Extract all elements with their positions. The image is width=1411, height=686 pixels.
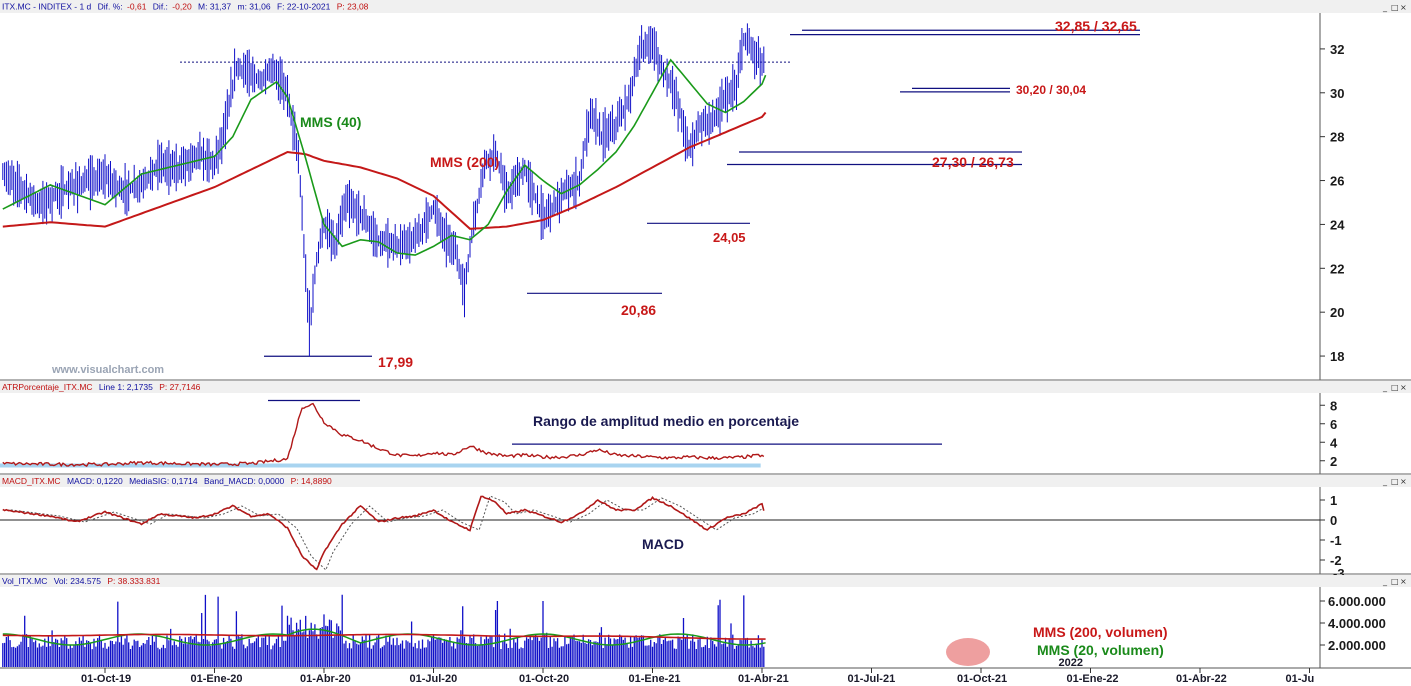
level-label: 30,20 / 30,04 — [1016, 83, 1086, 97]
atr-pane[interactable]: ATRPorcentaje_ITX.MC Line 1: 2,1735 P: 2… — [0, 381, 1411, 475]
price-y-tick-label: 24 — [1330, 217, 1345, 232]
macd-minimize-button[interactable]: _ — [1382, 477, 1388, 486]
macd-window-buttons[interactable]: _ □ × — [1382, 477, 1407, 486]
x-axis: 01-Oct-19 01-Ene-20 01-Abr-20 01-Jul-20 01-O… — [81, 657, 1314, 685]
atr-y-tick-label: 2 — [1330, 454, 1337, 469]
atr-y-tick-label: 6 — [1330, 417, 1337, 432]
x-tick-label: 01-Ju — [1286, 673, 1315, 685]
macd-pane[interactable]: MACD_ITX.MC MACD: 0,1220 MediaSIG: 0,171… — [0, 475, 1411, 581]
level-label: 32,85 / 32,65 — [1055, 18, 1137, 34]
macd-y-axis: 1 0 -1 -2-3 — [1320, 493, 1345, 581]
x-tick-label: 01-Jul-20 — [410, 673, 458, 685]
macd-y-tick-label: -2 — [1330, 553, 1342, 568]
x-tick-label: 01-Ene-21 — [629, 673, 681, 685]
atr-y-axis: 2 4 6 8 — [1320, 398, 1338, 469]
vol-header-bar — [0, 575, 1411, 587]
atr-header-bar — [0, 381, 1411, 393]
atr-header-text: ATRPorcentaje_ITX.MC Line 1: 2,1735 P: 2… — [2, 382, 201, 392]
price-maximize-button[interactable]: □ — [1391, 3, 1399, 12]
x-tick-label: 01-Abr-21 — [738, 673, 789, 685]
mms200-line — [2, 111, 767, 230]
price-close-button[interactable]: × — [1400, 3, 1407, 12]
price-minimize-button[interactable]: _ — [1382, 3, 1388, 12]
atr-line — [2, 402, 765, 468]
atr-window-buttons[interactable]: _ □ × — [1382, 383, 1407, 392]
level-label: 20,86 — [621, 302, 656, 318]
mms40-line — [2, 58, 767, 256]
x-tick-label: 01-Ene-20 — [191, 673, 243, 685]
vol-mms200-label: MMS (200, volumen) — [1033, 624, 1168, 640]
vol-window-buttons[interactable]: _ □ × — [1382, 577, 1407, 586]
macd-y-tick-label: -1 — [1330, 533, 1342, 548]
price-pane[interactable]: ITX.MC - INDITEX - 1 d Dif. %: -0,61 Dif… — [0, 0, 1411, 381]
price-y-tick-label: 28 — [1330, 130, 1344, 145]
x-tick-label: 01-Abr-20 — [300, 673, 351, 685]
macd-y-tick-label: 0 — [1330, 513, 1337, 528]
price-plot: MMS (40) MMS (200) — [2, 23, 767, 357]
volume-bars — [2, 594, 765, 667]
macd-annotation: MACD — [642, 536, 684, 552]
price-y-tick-label: 18 — [1330, 349, 1344, 364]
vol-close-button[interactable]: × — [1400, 577, 1407, 586]
level-label: 24,05 — [713, 230, 746, 245]
level-label: 27,30 / 26,73 — [932, 154, 1014, 170]
vol-minimize-button[interactable]: _ — [1382, 577, 1388, 586]
price-y-tick-label: 32 — [1330, 42, 1344, 57]
watermark: www.visualchart.com — [51, 364, 164, 376]
price-levels: 32,85 / 32,65 30,20 / 30,04 27,30 / 26,73 2… — [180, 18, 1140, 370]
macd-line — [2, 495, 765, 571]
x-year-label: 2022 — [1059, 657, 1083, 669]
macd-header-text: MACD_ITX.MC MACD: 0,1220 MediaSIG: 0,171… — [2, 476, 332, 486]
macd-header-bar — [0, 475, 1411, 487]
mms200-label: MMS (200) — [430, 154, 499, 170]
vol-header-text: Vol_ITX.MC Vol: 234.575 P: 38.333.831 — [2, 576, 161, 586]
atr-annotation: Rango de amplitud medio en porcentaje — [533, 413, 799, 429]
x-tick-label: 01-Oct-21 — [957, 673, 1007, 685]
x-tick-label: 01-Abr-22 — [1176, 673, 1227, 685]
macd-close-button[interactable]: × — [1400, 477, 1407, 486]
level-label: 17,99 — [378, 354, 413, 370]
atr-plot: Rango de amplitud medio en porcentaje — [0, 399, 942, 468]
price-y-tick-label: 30 — [1330, 86, 1344, 101]
vol-y-tick-label: 4.000.000 — [1328, 616, 1386, 631]
price-header-text: ITX.MC - INDITEX - 1 d Dif. %: -0,61 Dif… — [2, 2, 369, 12]
atr-y-tick-label: 4 — [1330, 435, 1338, 450]
macd-plot: MACD — [0, 495, 1320, 571]
price-window-buttons[interactable]: _ □ × — [1382, 3, 1407, 12]
vol-plot: MMS (200, volumen) MMS (20, volumen) — [2, 594, 1168, 667]
atr-close-button[interactable]: × — [1400, 383, 1407, 392]
atr-y-tick-label: 8 — [1330, 398, 1337, 413]
vol-maximize-button[interactable]: □ — [1391, 577, 1399, 586]
macd-y-tick-label: 1 — [1330, 493, 1337, 508]
mms40-label: MMS (40) — [300, 114, 361, 130]
vol-mms20-label: MMS (20, volumen) — [1037, 642, 1164, 658]
vol-y-tick-label: 2.000.000 — [1328, 638, 1386, 653]
vol-y-axis: 6.000.000 4.000.000 2.000.000 — [1320, 594, 1386, 653]
price-y-tick-label: 26 — [1330, 174, 1344, 189]
price-y-tick-label: 20 — [1330, 305, 1344, 320]
price-y-tick-label: 22 — [1330, 261, 1344, 276]
atr-maximize-button[interactable]: □ — [1391, 383, 1399, 392]
x-tick-label: 01-Ene-22 — [1067, 673, 1119, 685]
macd-y-tick-label-clipped: -3 — [1333, 566, 1345, 581]
price-y-axis: 18 20 22 24 26 28 30 32 — [1320, 42, 1345, 364]
volume-highlight — [946, 638, 990, 666]
volume-pane[interactable]: Vol_ITX.MC Vol: 234.575 P: 38.333.831 _ … — [0, 575, 1411, 669]
atr-minimize-button[interactable]: _ — [1382, 383, 1388, 392]
x-tick-label: 01-Oct-20 — [519, 673, 569, 685]
vol-mms200-line — [2, 633, 766, 640]
x-tick-label: 01-Oct-19 — [81, 673, 131, 685]
vol-y-tick-label: 6.000.000 — [1328, 594, 1386, 609]
x-tick-label: 01-Jul-21 — [848, 673, 896, 685]
macd-maximize-button[interactable]: □ — [1391, 477, 1399, 486]
price-header-bar — [0, 0, 1411, 13]
